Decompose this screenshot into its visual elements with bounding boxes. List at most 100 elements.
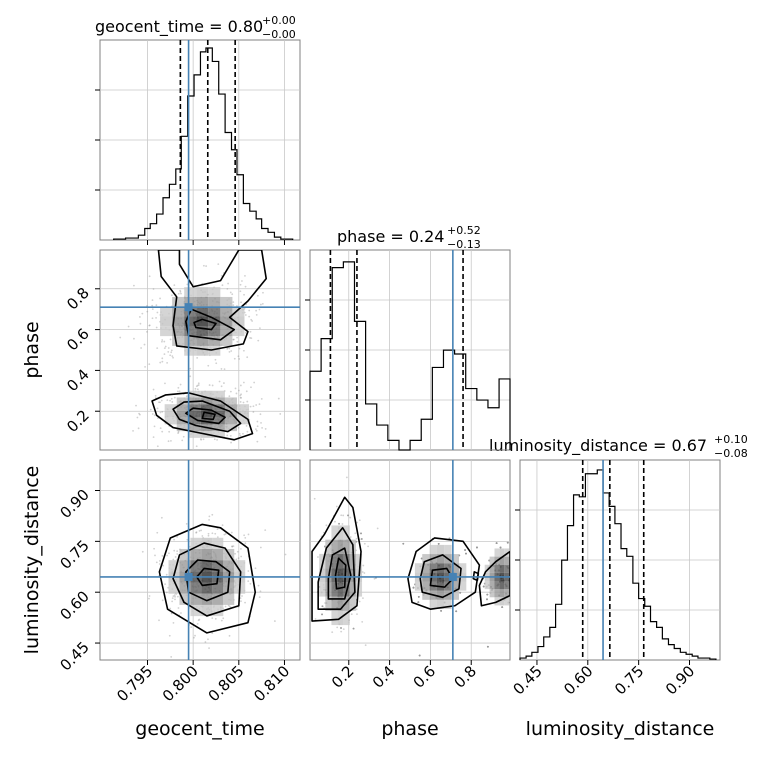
phase-vs-geocent-time-point-124 bbox=[242, 381, 245, 384]
luminosity-distance-vs-geocent-time-point-71 bbox=[155, 561, 158, 564]
phase-vs-geocent-time-cell-0-0-0 bbox=[200, 410, 213, 418]
phase-vs-geocent-time-cell-1-0-0 bbox=[196, 316, 209, 327]
luminosity-distance-vs-phase-cell-0-1-2 bbox=[343, 539, 350, 554]
luminosity-distance-vs-phase-point-1143 bbox=[486, 645, 489, 648]
luminosity-distance-vs-phase-point-1093 bbox=[482, 585, 485, 588]
phase-vs-geocent-time-point-615 bbox=[226, 347, 229, 350]
phase-vs-geocent-time-point-99 bbox=[255, 428, 257, 431]
luminosity-distance-vs-phase-cell-2--3-1 bbox=[484, 564, 490, 573]
phase-vs-geocent-time-point-838 bbox=[259, 327, 261, 330]
luminosity-distance-vs-phase-point-1005 bbox=[486, 598, 488, 601]
phase-vs-geocent-time-point-736 bbox=[119, 336, 122, 339]
luminosity-distance-vs-phase-cell-1-2-1 bbox=[451, 563, 459, 573]
luminosity-distance-vs-phase-point-1028 bbox=[506, 541, 509, 544]
phase-vs-geocent-time-point-110 bbox=[196, 388, 199, 391]
phase-vs-geocent-time-point-587 bbox=[257, 339, 260, 342]
luminosity-distance-vs-geocent-time-point-392 bbox=[148, 597, 150, 600]
phase-vs-geocent-time-point-794 bbox=[242, 349, 245, 352]
phase-vs-geocent-time-point-814 bbox=[148, 363, 151, 366]
luminosity-distance-vs-phase-point-1039 bbox=[511, 586, 513, 588]
phase-vs-geocent-time-point-666 bbox=[238, 358, 241, 360]
phase-vs-geocent-time-point-72 bbox=[179, 383, 182, 386]
phase-vs-geocent-time-point-473 bbox=[170, 351, 173, 354]
phase-vs-geocent-time-point-749 bbox=[221, 284, 224, 287]
luminosity-distance-vs-phase-point-29 bbox=[363, 572, 366, 574]
phase-vs-geocent-time-point-825 bbox=[233, 357, 236, 360]
luminosity-distance-vs-geocent-time-point-3 bbox=[247, 533, 250, 536]
phase-vs-geocent-time-point-541 bbox=[217, 263, 220, 266]
phase-vs-geocent-time-point-17 bbox=[137, 427, 140, 430]
phase-vs-geocent-time-point-521 bbox=[161, 357, 164, 360]
phase-vs-geocent-time-point-97 bbox=[229, 434, 232, 437]
luminosity-distance-vs-geocent-time-point-315 bbox=[216, 528, 219, 531]
luminosity-distance-vs-phase-point-675 bbox=[417, 601, 420, 604]
luminosity-distance-vs-geocent-time-point-222 bbox=[239, 597, 242, 600]
luminosity-distance-vs-phase-point-924 bbox=[495, 542, 498, 545]
luminosity-distance-vs-phase-point-1121 bbox=[513, 557, 515, 559]
luminosity-distance-vs-phase-point-1044 bbox=[486, 593, 489, 596]
phase-vs-geocent-time-point-685 bbox=[151, 299, 154, 302]
phase-vs-geocent-time-cell-1--1-0 bbox=[184, 316, 197, 327]
luminosity-distance-vs-phase-point-1176 bbox=[513, 557, 515, 559]
luminosity-distance-vs-phase-point-203 bbox=[347, 514, 349, 517]
luminosity-distance-vs-phase-point-337 bbox=[352, 627, 355, 630]
phase-vs-geocent-time-point-803 bbox=[155, 326, 158, 329]
svg-text:phase = 0.24: phase = 0.24 bbox=[337, 227, 444, 246]
luminosity-distance-vs-geocent-time-point-122 bbox=[220, 619, 223, 622]
luminosity-distance-vs-geocent-time-point-383 bbox=[170, 656, 173, 658]
phase-vs-geocent-time-contour-1 bbox=[172, 400, 242, 433]
luminosity-distance-vs-geocent-time-cell-0-1--1 bbox=[212, 582, 224, 594]
luminosity-distance-vs-phase-point-99 bbox=[340, 514, 343, 517]
luminosity-distance-vs-geocent-time-point-273 bbox=[207, 638, 209, 641]
luminosity-distance-vs-geocent-time-cell-0--2--2 bbox=[179, 593, 191, 605]
luminosity-distance-vs-phase-cell-0-1--3 bbox=[343, 610, 350, 626]
luminosity-distance-vs-phase-point-1217 bbox=[511, 607, 513, 609]
luminosity-distance-vs-phase-point-813 bbox=[418, 654, 421, 657]
luminosity-distance-vs-phase-point-979 bbox=[495, 542, 498, 545]
luminosity-distance-vs-geocent-time-cell-0-2--2 bbox=[223, 593, 235, 605]
ytick-label-luminosity_distance-2: 0.75 bbox=[56, 536, 92, 572]
luminosity-distance-vs-phase-point-932 bbox=[517, 552, 519, 554]
luminosity-distance-vs-phase-point-382 bbox=[360, 532, 362, 535]
title-geocent-time-text: geocent_time = 0.80 bbox=[95, 17, 263, 37]
phase-vs-geocent-time-point-656 bbox=[255, 309, 258, 312]
luminosity-distance-vs-phase-point-893 bbox=[518, 555, 520, 557]
luminosity-distance-vs-phase-point-1207 bbox=[517, 552, 519, 554]
phase-vs-geocent-time-point-731 bbox=[148, 324, 151, 327]
luminosity-distance-vs-geocent-time-point-360 bbox=[158, 559, 161, 562]
luminosity-distance-vs-phase-point-274 bbox=[321, 605, 324, 608]
phase-vs-geocent-time-point-678 bbox=[179, 289, 182, 292]
luminosity-distance-vs-geocent-time-point-344 bbox=[214, 617, 217, 620]
phase-vs-geocent-time-point-298 bbox=[220, 385, 223, 388]
luminosity-distance-vs-phase-point-488 bbox=[412, 586, 415, 589]
luminosity-distance-vs-phase-point-984 bbox=[511, 586, 513, 588]
phase-vs-geocent-time-contour-5 bbox=[185, 308, 236, 341]
luminosity-distance-vs-phase-point-437 bbox=[464, 549, 466, 551]
phase-vs-geocent-time-point-419 bbox=[256, 425, 259, 428]
luminosity-distance-vs-phase-point-783 bbox=[465, 552, 467, 555]
ytick-label-phase-1: 0.4 bbox=[63, 366, 93, 396]
luminosity-distance-vs-phase-point-1061 bbox=[501, 606, 504, 608]
phase-vs-geocent-time-point-226 bbox=[250, 386, 252, 389]
luminosity-distance-vs-phase-point-1083 bbox=[506, 541, 509, 544]
luminosity-distance-vs-phase-point-684 bbox=[459, 591, 462, 594]
luminosity-distance-vs-geocent-time-point-67 bbox=[244, 536, 247, 539]
luminosity-distance-vs-phase-point-1254 bbox=[495, 542, 498, 545]
luminosity-distance-vs-phase-point-1170 bbox=[486, 598, 488, 601]
title-geocent-time: geocent_time = 0.80 +0.00 −0.00 bbox=[95, 14, 296, 41]
luminosity-distance-vs-geocent-time-point-197 bbox=[240, 600, 242, 603]
luminosity-distance-vs-phase-point-219 bbox=[321, 605, 324, 608]
luminosity-distance-vs-geocent-time-cell-0-3-1 bbox=[234, 560, 246, 572]
xtick-label-phase-1: 0.4 bbox=[369, 662, 399, 692]
luminosity-distance-vs-geocent-time-point-381 bbox=[162, 564, 165, 567]
phase-vs-geocent-time-point-795 bbox=[255, 313, 258, 316]
luminosity-distance-vs-phase-point-102 bbox=[331, 631, 334, 634]
phase-vs-geocent-time-point-686 bbox=[244, 331, 247, 334]
luminosity-distance-vs-phase-point-929 bbox=[511, 586, 513, 588]
luminosity-distance-vs-geocent-time-inner bbox=[141, 513, 287, 658]
luminosity-distance-vs-phase-point-851 bbox=[476, 546, 478, 549]
luminosity-distance-vs-phase-cell-2-0--2 bbox=[499, 589, 505, 598]
luminosity-distance-vs-phase-point-874 bbox=[511, 586, 513, 588]
phase-vs-geocent-time-point-139 bbox=[197, 384, 200, 386]
luminosity-distance-vs-phase-point-1142 bbox=[529, 577, 531, 579]
